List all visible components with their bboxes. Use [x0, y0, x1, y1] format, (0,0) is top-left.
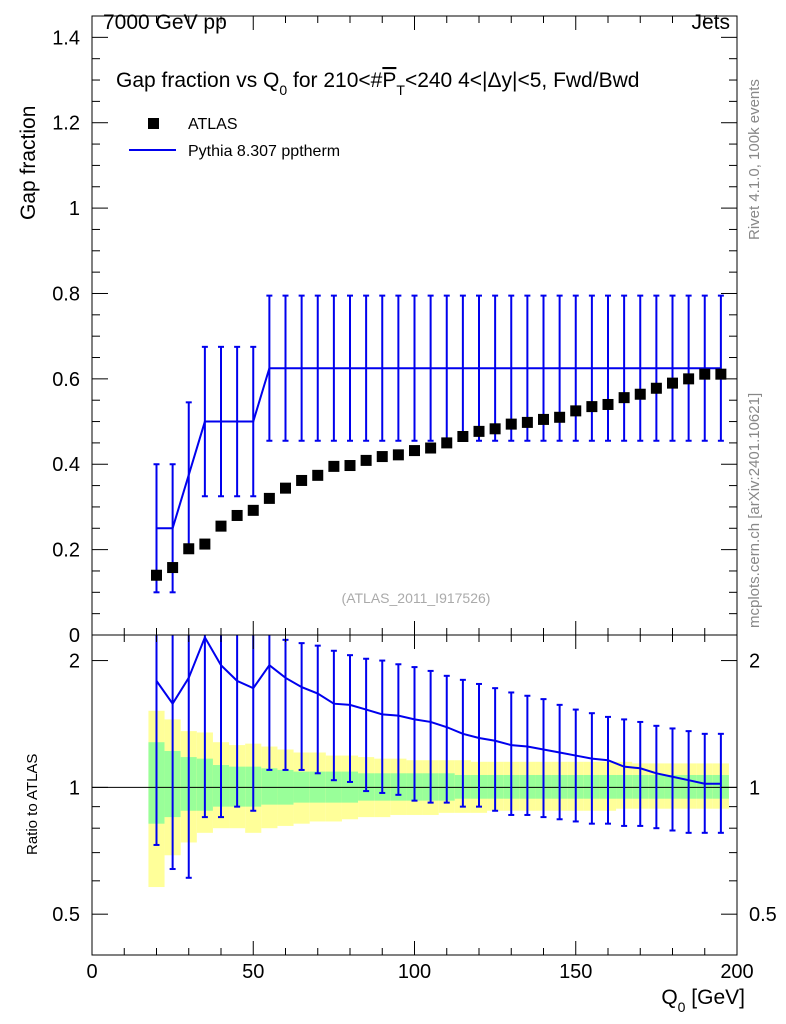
legend-data-label: ATLAS: [188, 116, 238, 133]
ratio-series-line: [155, 635, 721, 785]
chart-title: Gap fraction vs Q0 for 210<#PT<240 4<|Δy…: [116, 69, 639, 98]
atlas-data-point: [360, 454, 372, 466]
atlas-data-point: [328, 460, 340, 472]
atlas-data-point: [312, 469, 324, 481]
chart-title-tail: <240 4<|Δy|<5, Fwd/Bwd: [405, 69, 640, 92]
ratio-y-tick-label: 0.5: [52, 904, 80, 926]
atlas-data-point: [489, 423, 501, 435]
x-tick-label: 150: [559, 961, 592, 983]
ratio-y-tick-label: 1: [69, 777, 80, 799]
atlas-data-point: [247, 504, 259, 516]
chart-title-sub: 0: [279, 82, 287, 98]
x-axis-label: Q0 [GeV]: [661, 986, 745, 1015]
x-tick-label: 200: [720, 961, 753, 983]
atlas-data-point: [634, 388, 646, 400]
atlas-data-point: [473, 425, 485, 437]
x-axis-label-main: Q: [661, 986, 677, 1009]
atlas-data-point: [505, 418, 517, 430]
main-y-tick-label: 1: [69, 198, 80, 220]
x-axis-label-unit: [GeV]: [685, 986, 745, 1009]
atlas-data-point: [183, 543, 195, 555]
atlas-data-point: [409, 445, 420, 457]
ratio-y-tick-label-right: 2: [749, 651, 760, 673]
atlas-data-point: [167, 562, 179, 574]
main-y-tick-label: 0.6: [52, 369, 80, 391]
atlas-data-point: [521, 416, 533, 428]
atlas-data-point: [263, 492, 275, 504]
atlas-data-point: [602, 398, 614, 410]
atlas-data-point: [699, 368, 711, 380]
atlas-data-point: [683, 373, 695, 385]
header-energy: 7000 GeV pp: [103, 11, 227, 34]
chart-title-t: T: [396, 82, 405, 98]
atlas-data-point: [457, 430, 469, 442]
main-y-tick-label: 1.2: [52, 113, 80, 135]
chart-title-main: Gap fraction vs Q: [116, 69, 279, 92]
atlas-data-point: [376, 451, 388, 463]
atlas-data-point: [618, 392, 630, 404]
atlas-data-point: [280, 482, 291, 494]
atlas-data-point: [215, 520, 227, 532]
x-tick-label: 0: [86, 961, 97, 983]
main-y-tick-label: 1.4: [52, 27, 80, 49]
atlas-data-point: [570, 405, 582, 417]
atlas-data-point: [586, 401, 598, 413]
ratio-plot-frame: [91, 634, 738, 956]
chart-title-p: P: [382, 69, 396, 92]
chart-title-rest: for 210<#: [287, 69, 382, 92]
atlas-data-point: [199, 538, 211, 550]
atlas-data-point: [554, 411, 566, 423]
atlas-data-point: [441, 437, 453, 449]
main-y-tick-label: 0.8: [52, 283, 80, 305]
legend-mc-label: Pythia 8.307 pptherm: [188, 143, 340, 160]
main-y-tick-label: 0.4: [52, 454, 80, 476]
atlas-data-point: [538, 413, 549, 425]
atlas-data-point: [344, 460, 356, 472]
atlas-data-point: [715, 368, 727, 380]
atlas-data-point: [296, 474, 308, 486]
x-axis-label-sub: 0: [678, 999, 686, 1015]
atlas-data-point: [392, 449, 404, 461]
header-process: Jets: [691, 11, 730, 34]
atlas-data-point: [667, 377, 678, 389]
x-tick-label: 100: [398, 961, 431, 983]
ratio-plot-marks: [92, 635, 737, 879]
ratio-y-tick-label: 2: [69, 651, 80, 673]
atlas-data-point: [231, 509, 243, 521]
main-y-tick-label-zero: 0: [69, 625, 80, 647]
analysis-watermark: (ATLAS_2011_I917526): [342, 590, 491, 606]
main-y-tick-label: 0.2: [52, 540, 80, 562]
ratio-y-axis-label: Ratio to ATLAS: [24, 754, 41, 855]
ratio-y-tick-label-right: 0.5: [749, 904, 777, 926]
mcplots-credit-label: mcplots.cern.ch [arXiv:2401.10621]: [746, 393, 763, 628]
main-plot-marks: [151, 294, 727, 594]
atlas-data-point: [151, 569, 162, 581]
ratio-y-tick-label-right: 1: [749, 777, 760, 799]
rivet-version-label: Rivet 4.1.0, 100k events: [746, 79, 763, 240]
x-tick-label: 50: [242, 961, 264, 983]
main-y-axis-label: Gap fraction: [17, 106, 40, 220]
atlas-data-point: [650, 382, 662, 394]
mc-series-line: [156, 367, 721, 530]
band-inner-bin: [261, 768, 278, 805]
atlas-data-point: [425, 442, 437, 454]
ratio-uncertainty-bands: [148, 710, 729, 888]
legend-data-marker: [148, 118, 159, 129]
